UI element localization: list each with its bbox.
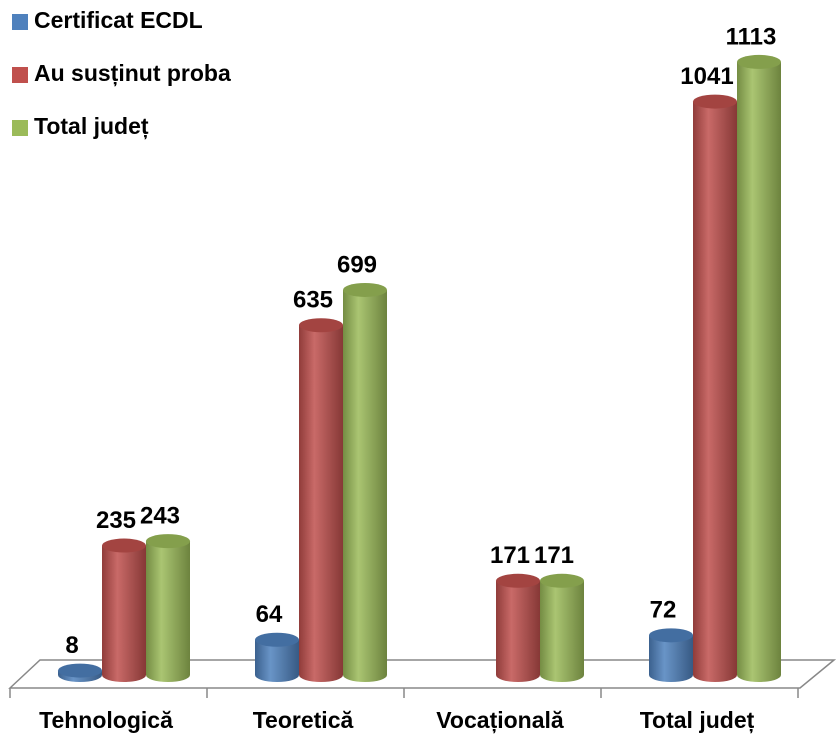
data-label: 171 bbox=[490, 542, 530, 569]
bar bbox=[343, 289, 387, 682]
legend-label: Au susținut proba bbox=[34, 60, 231, 87]
bar bbox=[146, 541, 190, 682]
bar-top bbox=[58, 663, 102, 678]
x-tick-label: Teoretică bbox=[253, 707, 354, 733]
bar-top bbox=[496, 573, 540, 588]
data-label: 235 bbox=[96, 507, 136, 534]
x-tick-label: Tehnologică bbox=[39, 707, 173, 733]
bar-top bbox=[343, 282, 387, 297]
bar bbox=[255, 639, 299, 682]
legend-label: Total județ bbox=[34, 113, 149, 140]
bar bbox=[649, 635, 693, 682]
bar-top bbox=[146, 534, 190, 549]
data-label: 1113 bbox=[726, 23, 777, 50]
legend-label: Certificat ECDL bbox=[34, 7, 203, 33]
bar-top bbox=[693, 94, 737, 109]
x-tick-label: Total județ bbox=[640, 707, 755, 734]
data-label: 171 bbox=[534, 542, 574, 569]
legend-swatch bbox=[12, 67, 28, 83]
bar bbox=[496, 580, 540, 682]
bar-top bbox=[540, 573, 584, 588]
bar bbox=[299, 325, 343, 682]
bar-top bbox=[299, 318, 343, 333]
bar bbox=[693, 101, 737, 682]
bar bbox=[102, 545, 146, 682]
x-tick-label: Vocațională bbox=[436, 707, 564, 734]
floor bbox=[8, 659, 836, 689]
data-label: 1041 bbox=[680, 63, 733, 90]
bar-top bbox=[102, 538, 146, 553]
bar-top bbox=[255, 632, 299, 647]
data-label: 8 bbox=[65, 632, 78, 659]
bar bbox=[737, 61, 781, 683]
bar-top bbox=[649, 628, 693, 643]
legend-swatch bbox=[12, 120, 28, 136]
bar-top bbox=[737, 54, 781, 69]
data-label: 72 bbox=[650, 597, 677, 624]
data-label: 64 bbox=[256, 601, 283, 628]
legend-swatch bbox=[12, 14, 28, 30]
data-label: 635 bbox=[293, 287, 333, 314]
data-label: 243 bbox=[140, 502, 180, 529]
bar bbox=[540, 580, 584, 682]
data-label: 699 bbox=[337, 251, 377, 278]
